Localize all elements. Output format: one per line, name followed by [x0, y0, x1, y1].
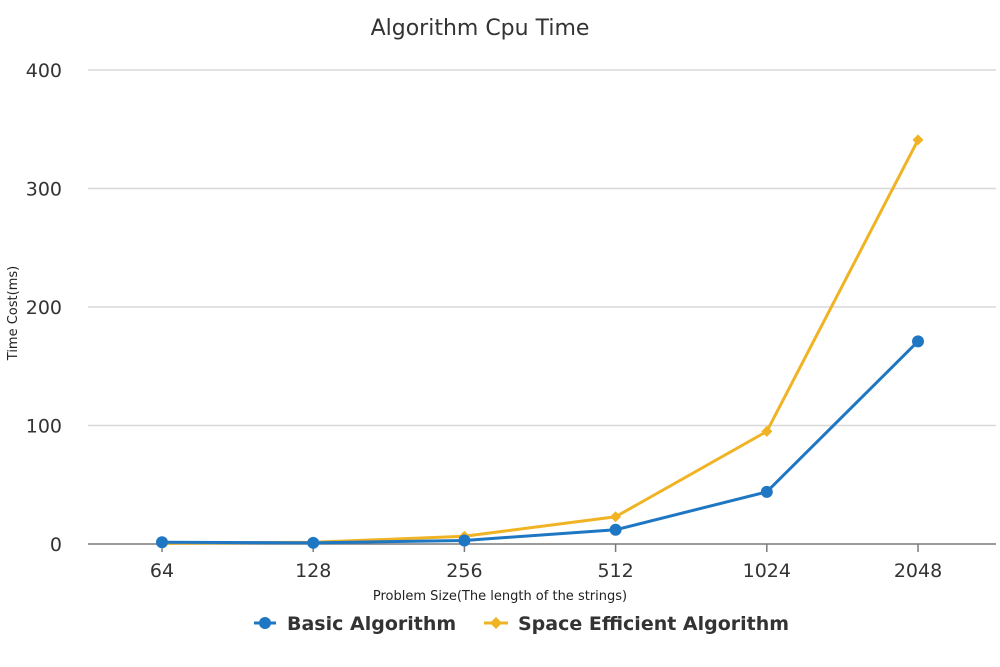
y-axis-title: Time Cost(ms) [6, 266, 21, 361]
x-tick-label-256: 256 [446, 560, 482, 582]
series-line-space-efficient [161, 139, 920, 545]
x-tick-label-2048: 2048 [894, 560, 942, 582]
y-tick-label-0: 0 [50, 534, 62, 556]
point-basic-128 [307, 536, 320, 549]
legend: Basic Algorithm Space Efficient Algorith… [254, 613, 789, 635]
x-tick-label-64: 64 [150, 560, 174, 582]
x-tick-label-1024: 1024 [743, 560, 791, 582]
point-basic-512 [609, 523, 622, 536]
series-line-basic [161, 340, 920, 545]
y-tick-label-300: 300 [26, 179, 62, 201]
y-axis-tick-labels: 0 100 200 300 400 [26, 60, 62, 556]
legend-item-space-efficient[interactable]: Space Efficient Algorithm [484, 613, 789, 635]
grid-lines [88, 69, 996, 427]
legend-label-basic: Basic Algorithm [287, 613, 456, 635]
y-tick-label-400: 400 [26, 60, 62, 82]
legend-item-basic[interactable]: Basic Algorithm [254, 613, 456, 635]
point-space-efficient-1024 [761, 425, 773, 437]
point-basic-256 [458, 534, 471, 547]
point-basic-64 [156, 536, 168, 549]
y-tick-label-100: 100 [26, 416, 62, 438]
legend-marker-space-efficient [490, 617, 502, 629]
series-layer [156, 134, 924, 549]
x-tick-label-128: 128 [295, 560, 331, 582]
point-space-efficient-2048 [912, 134, 924, 146]
legend-label-space-efficient: Space Efficient Algorithm [518, 613, 789, 635]
point-space-efficient-512 [610, 511, 622, 523]
x-tick-label-512: 512 [597, 560, 633, 582]
chart-title: Algorithm Cpu Time [371, 16, 590, 41]
x-axis-ticks: 64 128 256 512 1024 2048 [150, 544, 942, 582]
series-space-efficient [156, 134, 924, 549]
series-basic [156, 335, 924, 549]
x-axis-title: Problem Size(The length of the strings) [373, 589, 627, 604]
point-basic-1024 [760, 485, 773, 498]
legend-marker-basic [259, 617, 271, 629]
point-basic-2048 [912, 335, 924, 348]
y-tick-label-200: 200 [26, 297, 62, 319]
